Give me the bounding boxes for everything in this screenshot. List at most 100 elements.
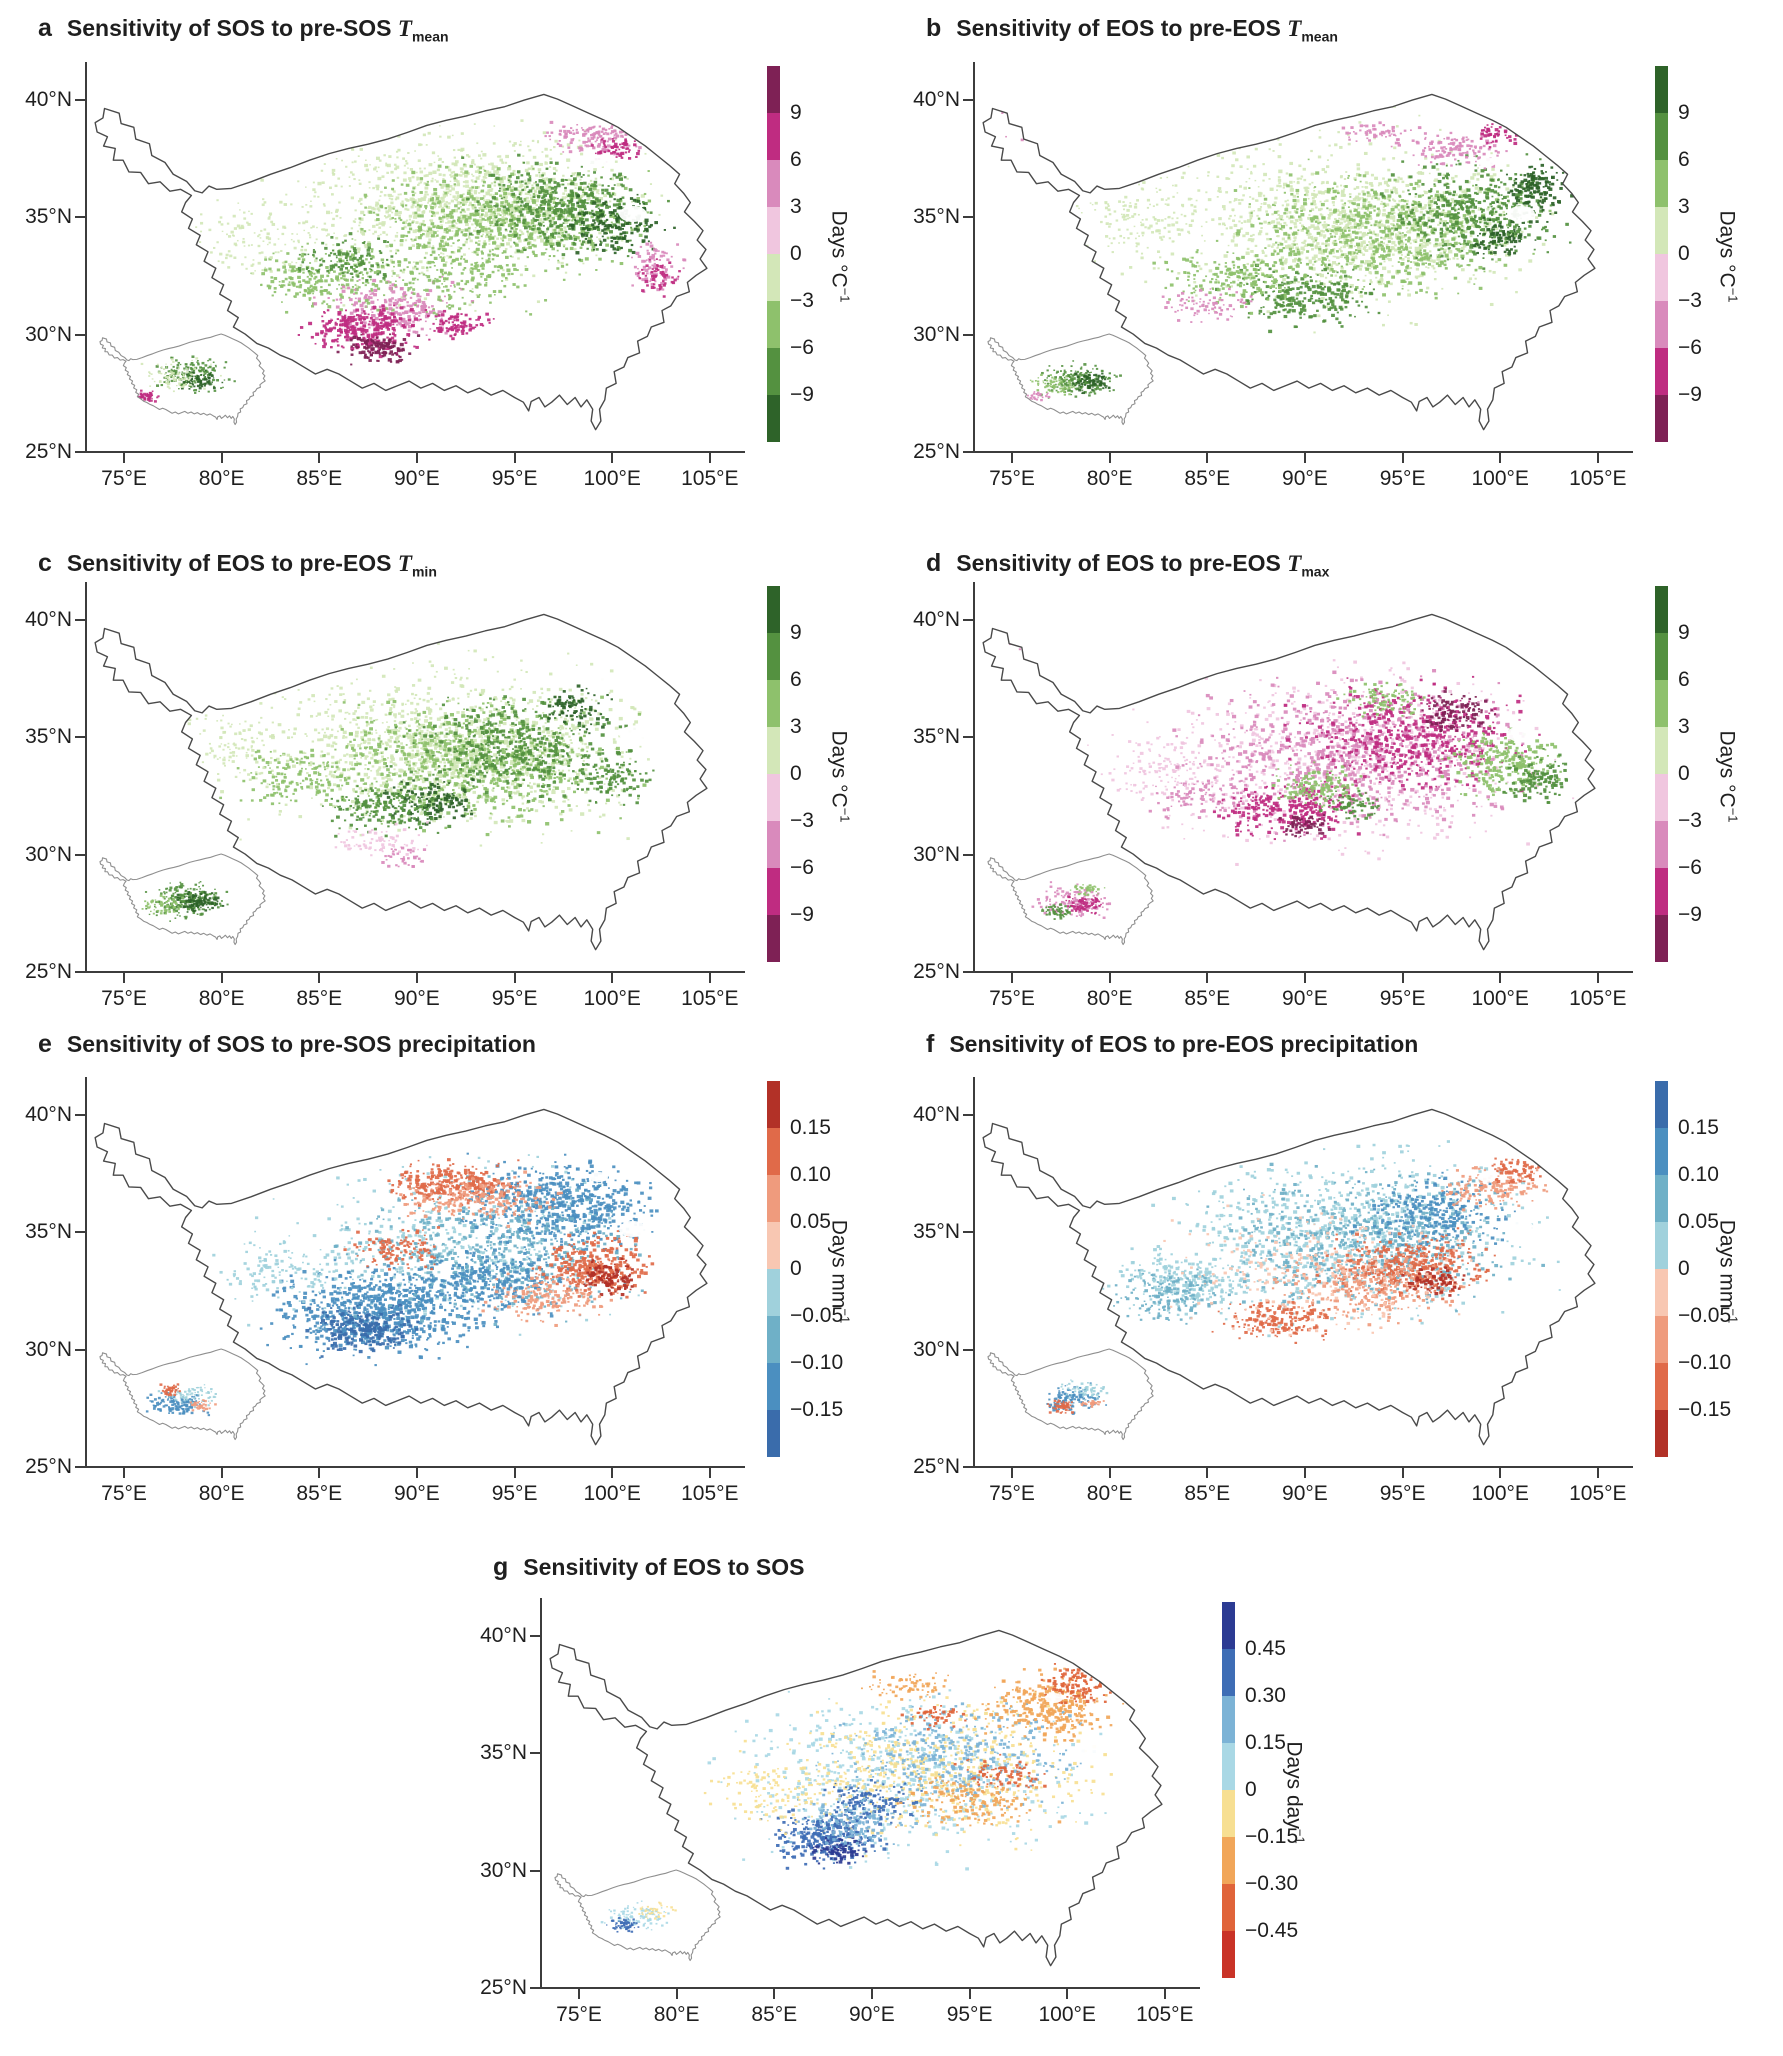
x-axis-label: 105°E [1569, 1482, 1627, 1505]
panel-letter: f [926, 1030, 935, 1058]
x-axis-label: 80°E [1086, 467, 1133, 490]
colorbar-tick-label: −0.15 [1245, 1825, 1299, 1848]
y-axis-label: 30°N [25, 322, 72, 346]
x-axis-tick [1303, 973, 1306, 983]
x-axis-label: 90°E [1282, 1482, 1328, 1505]
x-axis-label: 85°E [1184, 1482, 1231, 1505]
colorbar-segment [767, 1128, 780, 1175]
colorbar-tick-label: 0 [790, 762, 802, 785]
x-axis-label: 105°E [1569, 987, 1627, 1010]
y-axis-label: 35°N [913, 205, 960, 229]
colorbar [767, 586, 780, 962]
colorbar-tick-label: 3 [790, 195, 802, 218]
colorbar-segment [767, 915, 780, 962]
y-axis-tick [75, 1466, 85, 1468]
x-axis-label: 80°E [198, 467, 245, 490]
colorbar [767, 66, 780, 442]
colorbar-tick-label: −3 [790, 289, 814, 312]
x-axis-line [973, 971, 1633, 973]
colorbar-tick-label: 0 [1245, 1778, 1257, 1801]
colorbar-segment [1655, 1363, 1668, 1410]
x-axis-label: 80°E [1086, 987, 1133, 1010]
colorbar-segment [767, 680, 780, 727]
colorbar-tick-label: 9 [790, 101, 802, 124]
colorbar-tick-label: −6 [790, 336, 814, 359]
map-plot-area [963, 62, 1633, 463]
x-axis-tick [1108, 973, 1111, 983]
x-axis-label: 95°E [491, 467, 538, 490]
x-axis-tick [1108, 1468, 1111, 1478]
y-axis-label: 40°N [913, 1102, 960, 1126]
y-axis-label: 35°N [25, 1220, 72, 1244]
colorbar-tick-label: −0.10 [790, 1351, 844, 1374]
colorbar-tick-label: 0 [1678, 762, 1690, 785]
colorbar-segment [1222, 1743, 1235, 1790]
colorbar-tick-label: 6 [790, 668, 802, 691]
colorbar [1655, 586, 1668, 962]
panel-title-before: Sensitivity of EOS to pre-EOS [956, 550, 1288, 576]
x-axis-label: 80°E [198, 1482, 245, 1505]
x-axis-tick [1011, 1468, 1014, 1478]
panel-g: g Sensitivity of EOS to SOS Days day−1 4… [455, 1536, 1315, 2056]
colorbar-segment [1655, 1316, 1668, 1363]
y-axis-label: 40°N [25, 607, 72, 631]
x-axis-label: 105°E [1136, 2003, 1194, 2026]
x-axis-label: 105°E [681, 987, 739, 1010]
x-axis-label: 75°E [989, 987, 1035, 1010]
x-axis-label: 85°E [1184, 467, 1231, 490]
x-axis-tick [220, 1468, 223, 1478]
y-axis-label: 35°N [25, 205, 72, 229]
y-axis-tick [963, 98, 973, 101]
x-axis-tick [318, 973, 321, 983]
panel-title: d Sensitivity of EOS to pre-EOS Tmax [926, 549, 1329, 580]
x-axis-tick [578, 1989, 581, 1999]
colorbar-segment [767, 113, 780, 160]
y-axis-label: 40°N [480, 1623, 527, 1647]
y-axis-tick [530, 1634, 540, 1637]
x-axis-label: 95°E [1379, 467, 1426, 490]
y-axis-tick [75, 618, 85, 621]
colorbar-tick-label: −0.45 [1245, 1919, 1299, 1942]
colorbar-tick-label: 6 [1678, 668, 1690, 691]
x-axis-label: 95°E [491, 1482, 538, 1505]
colorbar-segment [767, 633, 780, 680]
y-axis-label: 25°N [913, 960, 960, 983]
colorbar-segment [767, 586, 780, 633]
colorbar-tick-label: −9 [1678, 903, 1702, 926]
x-axis-tick [1206, 973, 1209, 983]
x-axis-line [85, 1466, 745, 1468]
colorbar-tick-label: 3 [1678, 195, 1690, 218]
panel-title-text: Sensitivity of EOS to pre-EOS Tmax [956, 550, 1329, 580]
x-axis-tick [1401, 453, 1404, 463]
panel-title-before: Sensitivity of SOS to pre-SOS precipitat… [66, 1031, 536, 1057]
colorbar-tick-label: 0.10 [790, 1163, 831, 1186]
colorbar-segment [1655, 680, 1668, 727]
x-axis-label: 90°E [1282, 467, 1328, 490]
x-axis-tick [1401, 1468, 1404, 1478]
colorbar-unit-label: Days °C−1 [1715, 657, 1746, 897]
x-axis-tick [513, 453, 516, 463]
x-axis-label: 75°E [101, 467, 147, 490]
colorbar-segment [767, 774, 780, 821]
colorbar-segment [1655, 1222, 1668, 1269]
colorbar-segment [1655, 395, 1668, 442]
map-plot-area [75, 62, 745, 463]
x-axis-tick [415, 1468, 418, 1478]
x-axis-label: 85°E [751, 2003, 798, 2026]
colorbar-segment [1655, 633, 1668, 680]
x-axis-label: 85°E [296, 987, 343, 1010]
y-axis-line [973, 62, 975, 452]
x-axis-tick [1163, 1989, 1166, 1999]
panel-title-subscript: mean [1301, 28, 1338, 45]
x-axis-tick [318, 1468, 321, 1478]
colorbar-tick-label: 0.15 [1678, 1116, 1719, 1139]
x-axis-tick [513, 973, 516, 983]
map-plot-area [75, 582, 745, 983]
panel-title-before: Sensitivity of SOS to pre-SOS [66, 15, 398, 41]
colorbar-segment [767, 1222, 780, 1269]
colorbar-segment [767, 254, 780, 301]
x-axis-label: 105°E [681, 467, 739, 490]
x-axis-tick [1108, 453, 1111, 463]
panel-b: b Sensitivity of EOS to pre-EOS Tmean Da… [888, 0, 1748, 520]
